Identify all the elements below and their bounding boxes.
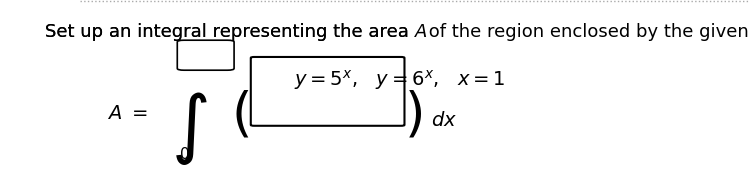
Text: of the region enclosed by the given curves.: of the region enclosed by the given curv… <box>423 23 750 41</box>
Text: $dx$: $dx$ <box>431 111 457 130</box>
Text: $)$: $)$ <box>404 90 422 142</box>
FancyBboxPatch shape <box>177 40 234 70</box>
Text: Set up an integral representing the area: Set up an integral representing the area <box>45 23 415 41</box>
Text: $A\ =$: $A\ =$ <box>107 104 148 123</box>
Text: Set up an integral representing the area: Set up an integral representing the area <box>45 23 415 41</box>
FancyBboxPatch shape <box>251 57 404 126</box>
Text: $($: $($ <box>231 90 249 142</box>
Text: $\int$: $\int$ <box>170 90 207 167</box>
Text: $y = 5^{\mathit{x}}$,   $y = 6^{\mathit{x}}$,   $x = 1$: $y = 5^{\mathit{x}}$, $y = 6^{\mathit{x}… <box>294 68 506 92</box>
Text: $0$: $0$ <box>179 146 190 162</box>
Text: A: A <box>415 23 427 41</box>
